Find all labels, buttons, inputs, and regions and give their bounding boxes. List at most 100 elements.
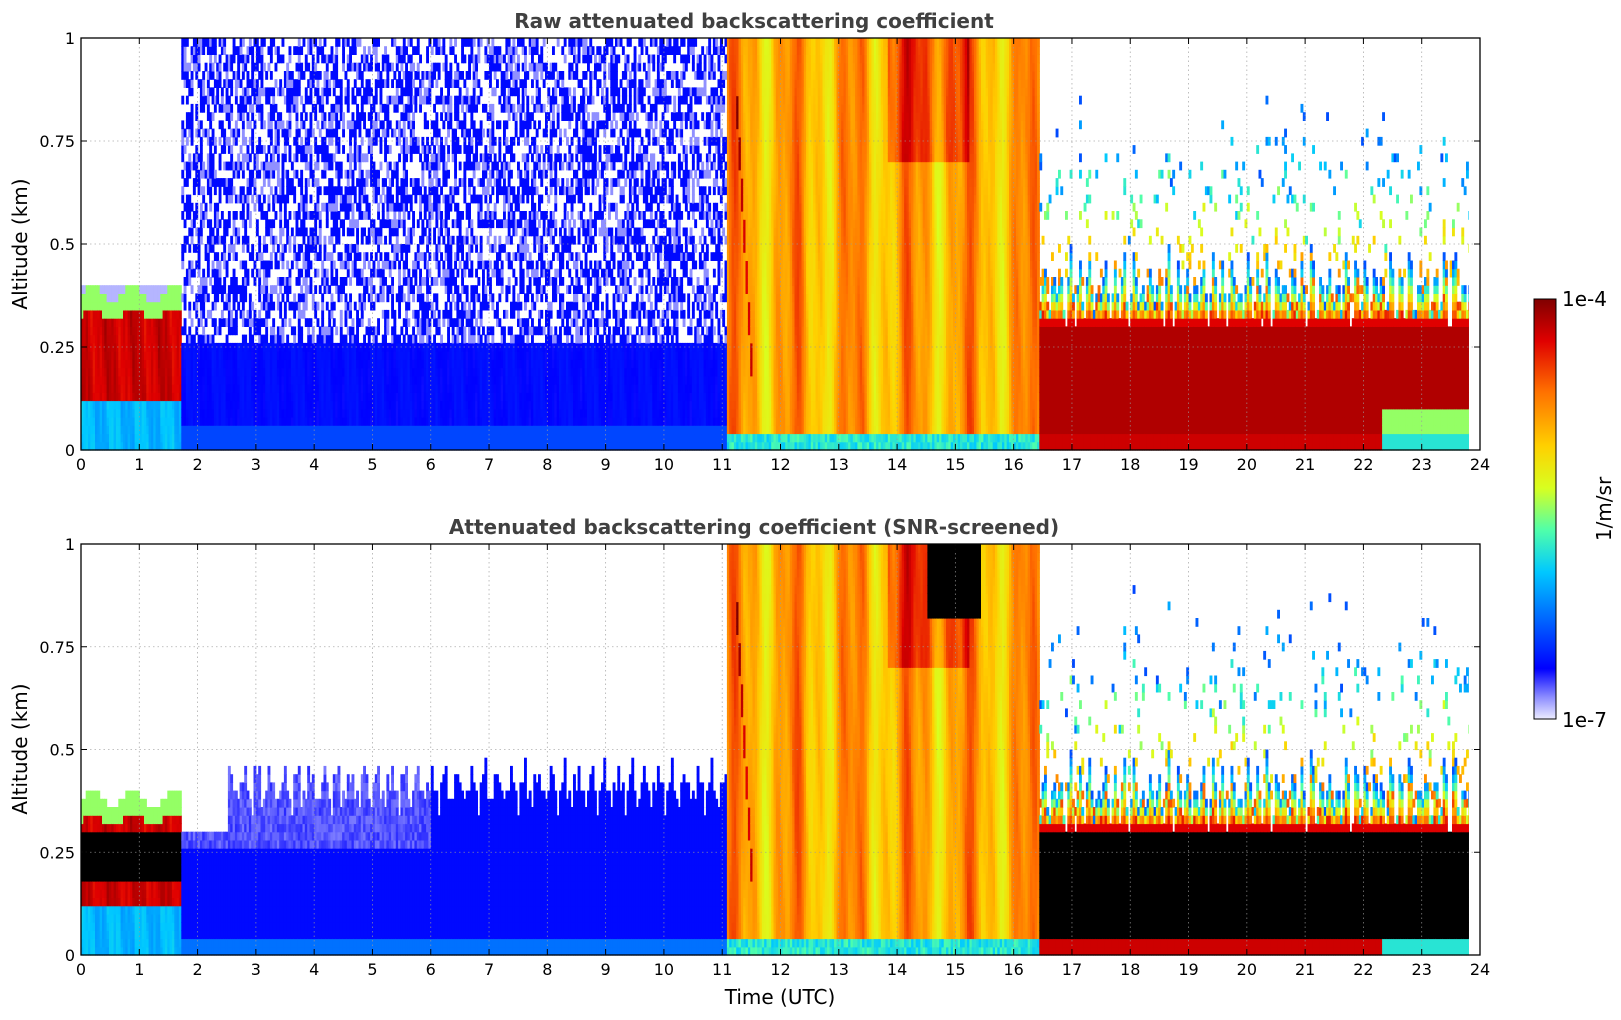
heatmap-cell: [386, 128, 390, 138]
heatmap-cell: [116, 425, 119, 435]
heatmap-cell: [297, 318, 301, 327]
heatmap-cell: [272, 417, 276, 426]
heatmap-cell: [171, 326, 175, 336]
heatmap-cell: [227, 417, 231, 426]
heatmap-cell: [358, 145, 362, 154]
heatmap-cell: [230, 178, 234, 187]
heatmap-cell: [116, 326, 119, 336]
heatmap-cell: [300, 71, 304, 80]
heatmap-cell: [269, 441, 273, 451]
heatmap-cell: [244, 268, 248, 278]
heatmap-cell: [216, 293, 220, 303]
heatmap-cell: [244, 136, 248, 146]
heatmap-cell: [265, 425, 269, 435]
heatmap-cell: [325, 334, 329, 344]
heatmap-cell: [328, 194, 332, 204]
heatmap-cell: [164, 425, 168, 435]
heatmap-cell: [281, 38, 285, 47]
heatmap-cell: [151, 425, 154, 435]
heatmap-cell: [391, 62, 394, 72]
heatmap-cell: [323, 285, 327, 294]
heatmap-cell: [316, 400, 320, 410]
heatmap-cell: [181, 433, 185, 443]
heatmap-cell: [400, 252, 404, 261]
heatmap-cell: [195, 375, 199, 385]
heatmap-cell: [363, 112, 366, 121]
heatmap-cell: [171, 408, 175, 418]
heatmap-cell: [190, 285, 194, 294]
heatmap-cell: [199, 235, 203, 245]
heatmap-cell: [144, 309, 147, 319]
heatmap-cell: [260, 202, 264, 212]
heatmap-cell: [374, 87, 378, 97]
heatmap-cell: [458, 87, 462, 97]
heatmap-cell: [220, 145, 224, 154]
heatmap-cell: [199, 384, 203, 393]
heatmap-cell: [153, 334, 157, 344]
heatmap-cell: [407, 211, 411, 220]
heatmap-cell: [426, 153, 429, 163]
heatmap-cell: [442, 318, 446, 327]
heatmap-cell: [449, 202, 453, 212]
heatmap-cell: [300, 46, 304, 55]
heatmap-cell: [237, 301, 241, 311]
heatmap-cell: [153, 309, 157, 319]
heatmap-cell: [139, 285, 143, 294]
heatmap-cell: [155, 318, 159, 327]
heatmap-cell: [99, 408, 103, 418]
heatmap-cell: [164, 367, 168, 377]
heatmap-cell: [379, 235, 383, 245]
heatmap-cell: [202, 408, 206, 418]
heatmap-cell: [265, 400, 269, 410]
heatmap-cell: [92, 425, 96, 435]
heatmap-cell: [372, 285, 376, 294]
heatmap-cell: [181, 392, 185, 402]
heatmap-cell: [325, 285, 329, 294]
heatmap-cell: [116, 359, 119, 369]
heatmap-cell: [241, 277, 245, 286]
heatmap-cell: [311, 301, 315, 311]
heatmap-cell: [190, 128, 194, 138]
heatmap-cell: [155, 384, 159, 393]
heatmap-cell: [139, 301, 143, 311]
heatmap-cell: [260, 334, 264, 344]
heatmap-cell: [225, 359, 229, 369]
heatmap-cell: [162, 342, 166, 352]
heatmap-cell: [244, 153, 248, 163]
heatmap-cell: [307, 384, 311, 393]
heatmap-cell: [463, 120, 467, 130]
heatmap-cell: [311, 227, 315, 237]
heatmap-cell: [204, 285, 208, 294]
heatmap-cell: [197, 178, 201, 187]
heatmap-cell: [162, 293, 166, 303]
heatmap-cell: [227, 326, 231, 336]
heatmap-cell: [237, 235, 241, 245]
heatmap-cell: [225, 112, 229, 121]
heatmap-cell: [123, 441, 126, 451]
heatmap-cell: [116, 400, 119, 410]
heatmap-cell: [139, 417, 143, 426]
heatmap-cell: [265, 87, 269, 97]
heatmap-cell: [237, 79, 241, 88]
heatmap-cell: [213, 318, 217, 327]
heatmap-cell: [190, 417, 194, 426]
heatmap-cell: [330, 293, 334, 303]
heatmap-cell: [246, 54, 250, 64]
heatmap-cell: [244, 351, 248, 360]
heatmap-cell: [127, 334, 131, 344]
heatmap-cell: [283, 425, 287, 435]
heatmap-cell: [414, 103, 418, 113]
heatmap-cell: [195, 211, 199, 220]
heatmap-cell: [274, 392, 278, 402]
heatmap-cell: [141, 334, 145, 344]
heatmap-cell: [260, 375, 264, 385]
heatmap-cell: [323, 71, 327, 80]
heatmap-cell: [377, 318, 380, 327]
heatmap-cell: [265, 375, 269, 385]
heatmap-cell: [216, 417, 220, 426]
heatmap-cell: [414, 194, 418, 204]
heatmap-cell: [181, 400, 185, 410]
heatmap-cell: [314, 87, 318, 97]
heatmap-cell: [304, 186, 308, 196]
